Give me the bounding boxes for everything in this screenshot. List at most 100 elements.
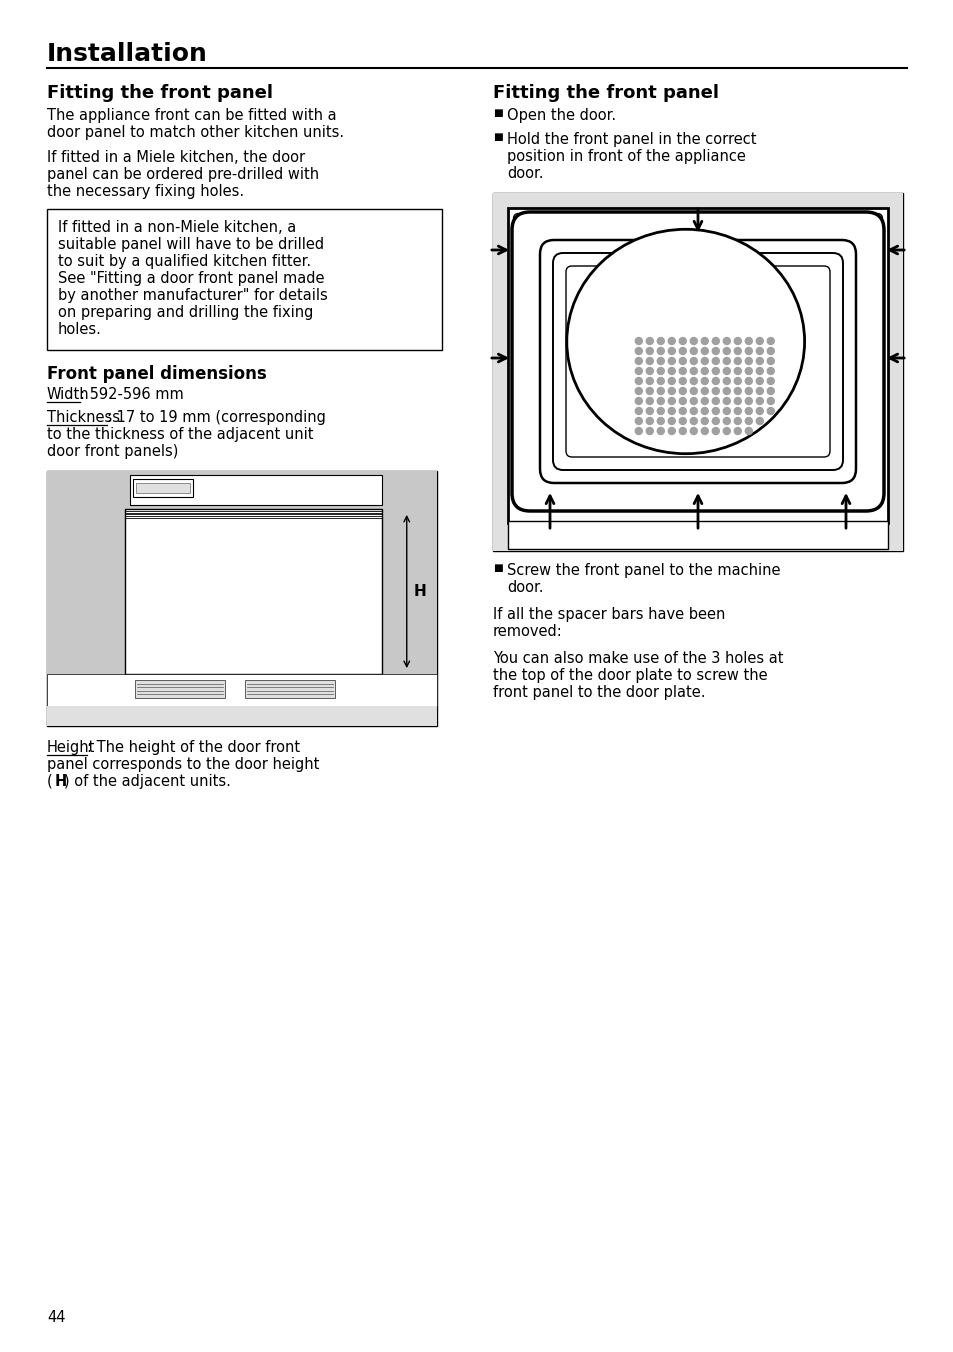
Circle shape	[635, 418, 641, 425]
Circle shape	[635, 427, 641, 434]
Circle shape	[657, 377, 663, 384]
Circle shape	[722, 368, 730, 375]
Circle shape	[690, 368, 697, 375]
Text: Open the door.: Open the door.	[506, 108, 616, 123]
Circle shape	[744, 407, 752, 415]
Circle shape	[668, 377, 675, 384]
Circle shape	[712, 397, 719, 404]
Circle shape	[657, 388, 663, 395]
Circle shape	[679, 427, 685, 434]
Circle shape	[668, 357, 675, 365]
Circle shape	[722, 357, 730, 365]
Circle shape	[690, 388, 697, 395]
Circle shape	[744, 377, 752, 384]
Circle shape	[516, 357, 519, 360]
Circle shape	[766, 388, 774, 395]
Circle shape	[668, 347, 675, 354]
Text: front panel to the door plate.: front panel to the door plate.	[493, 685, 705, 700]
Circle shape	[734, 388, 740, 395]
Circle shape	[700, 338, 707, 345]
Circle shape	[766, 397, 774, 404]
Text: ■: ■	[493, 132, 502, 142]
Text: 44: 44	[47, 1310, 66, 1325]
FancyBboxPatch shape	[512, 212, 883, 511]
Circle shape	[766, 357, 774, 365]
Circle shape	[690, 347, 697, 354]
Text: ) of the adjacent units.: ) of the adjacent units.	[64, 773, 231, 790]
Circle shape	[722, 347, 730, 354]
Text: the top of the door plate to screw the: the top of the door plate to screw the	[493, 668, 767, 683]
Circle shape	[679, 368, 685, 375]
Text: by another manufacturer" for details: by another manufacturer" for details	[58, 288, 328, 303]
Circle shape	[700, 407, 707, 415]
Circle shape	[657, 347, 663, 354]
Circle shape	[756, 377, 762, 384]
Circle shape	[690, 418, 697, 425]
Circle shape	[690, 377, 697, 384]
Circle shape	[722, 418, 730, 425]
Circle shape	[645, 377, 653, 384]
Text: : 17 to 19 mm (corresponding: : 17 to 19 mm (corresponding	[107, 410, 326, 425]
Text: removed:: removed:	[493, 625, 562, 639]
Circle shape	[700, 347, 707, 354]
Circle shape	[734, 418, 740, 425]
Circle shape	[756, 338, 762, 345]
Text: to the thickness of the adjacent unit: to the thickness of the adjacent unit	[47, 427, 314, 442]
Circle shape	[756, 407, 762, 415]
Text: door.: door.	[506, 166, 543, 181]
Bar	[47, 470, 436, 726]
Text: : 592-596 mm: : 592-596 mm	[80, 387, 184, 402]
Circle shape	[668, 407, 675, 415]
Circle shape	[516, 216, 519, 219]
Circle shape	[712, 368, 719, 375]
Circle shape	[668, 338, 675, 345]
Circle shape	[645, 418, 653, 425]
Circle shape	[756, 388, 762, 395]
Circle shape	[679, 338, 685, 345]
Circle shape	[635, 357, 641, 365]
Circle shape	[635, 338, 641, 345]
Bar	[47, 470, 436, 508]
Circle shape	[734, 357, 740, 365]
Text: Thickness: Thickness	[47, 410, 120, 425]
Bar	[132, 479, 193, 498]
Circle shape	[756, 357, 762, 365]
Bar	[125, 508, 381, 675]
Circle shape	[679, 418, 685, 425]
Text: panel can be ordered pre-drilled with: panel can be ordered pre-drilled with	[47, 168, 319, 183]
Circle shape	[657, 418, 663, 425]
Text: Screw the front panel to the machine: Screw the front panel to the machine	[506, 562, 780, 579]
Circle shape	[712, 347, 719, 354]
Circle shape	[657, 407, 663, 415]
Bar	[135, 680, 225, 698]
Bar	[47, 210, 441, 350]
Bar	[136, 483, 190, 493]
Circle shape	[734, 377, 740, 384]
Circle shape	[700, 377, 707, 384]
Circle shape	[679, 377, 685, 384]
Circle shape	[657, 338, 663, 345]
Circle shape	[690, 407, 697, 415]
Circle shape	[690, 338, 697, 345]
Circle shape	[635, 368, 641, 375]
Circle shape	[668, 418, 675, 425]
Circle shape	[734, 338, 740, 345]
Circle shape	[679, 397, 685, 404]
Ellipse shape	[566, 230, 803, 454]
Circle shape	[700, 357, 707, 365]
Text: ■: ■	[493, 108, 502, 118]
Circle shape	[744, 388, 752, 395]
Text: ■: ■	[493, 562, 502, 573]
Circle shape	[766, 377, 774, 384]
Text: Hold the front panel in the correct: Hold the front panel in the correct	[506, 132, 756, 147]
Text: H: H	[414, 584, 426, 599]
Circle shape	[645, 427, 653, 434]
Circle shape	[635, 407, 641, 415]
Circle shape	[712, 338, 719, 345]
Circle shape	[734, 397, 740, 404]
Circle shape	[657, 397, 663, 404]
Circle shape	[657, 368, 663, 375]
Text: suitable panel will have to be drilled: suitable panel will have to be drilled	[58, 237, 324, 251]
Circle shape	[635, 347, 641, 354]
Text: door front panels): door front panels)	[47, 443, 178, 458]
